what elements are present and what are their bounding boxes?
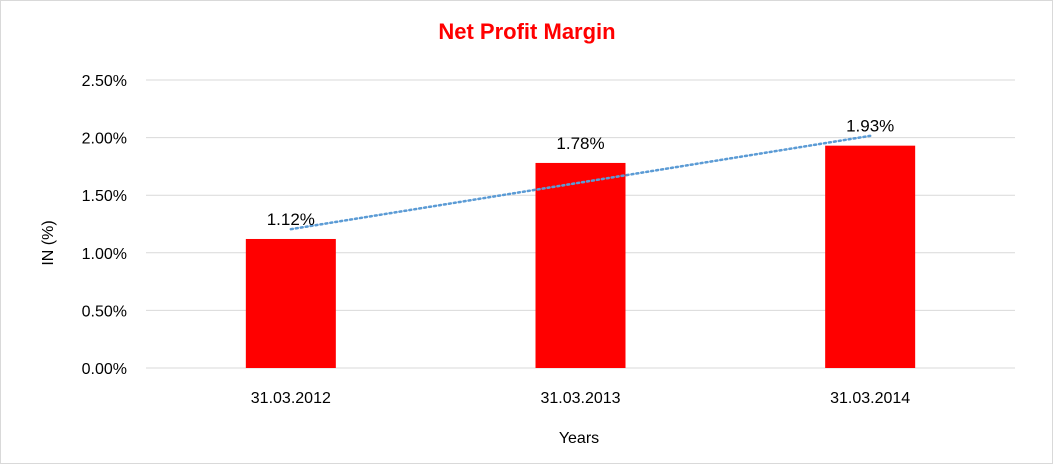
trendline-line (289, 134, 872, 231)
bar (535, 162, 626, 368)
x-tick-label: 31.03.2012 (251, 390, 331, 407)
y-tick-label: 2.00% (82, 131, 127, 148)
trendline (289, 134, 872, 231)
x-tick-label: 31.03.2013 (540, 390, 620, 407)
data-labels: 1.12% 1.78% 1.93% (267, 117, 895, 229)
x-tick-label: 31.03.2014 (830, 390, 910, 407)
bar (245, 238, 336, 368)
x-axis-tick-labels: 31.03.2012 31.03.2013 31.03.2014 (251, 390, 911, 407)
chart-title: Net Profit Margin (438, 19, 615, 44)
y-tick-label: 2.50% (82, 73, 127, 90)
data-label: 1.12% (267, 210, 315, 229)
y-axis-tick-labels: 0.00% 0.50% 1.00% 1.50% 2.00% 2.50% (82, 73, 127, 378)
y-tick-label: 1.50% (82, 188, 127, 205)
data-label: 1.93% (846, 117, 894, 136)
y-axis-title: IN (%) (40, 220, 57, 265)
bar (825, 145, 916, 368)
y-tick-label: 0.00% (82, 361, 127, 378)
data-label: 1.78% (556, 134, 604, 153)
x-axis-title: Years (559, 430, 599, 447)
y-tick-label: 0.50% (82, 303, 127, 320)
y-tick-label: 1.00% (82, 246, 127, 263)
bars (245, 145, 916, 368)
